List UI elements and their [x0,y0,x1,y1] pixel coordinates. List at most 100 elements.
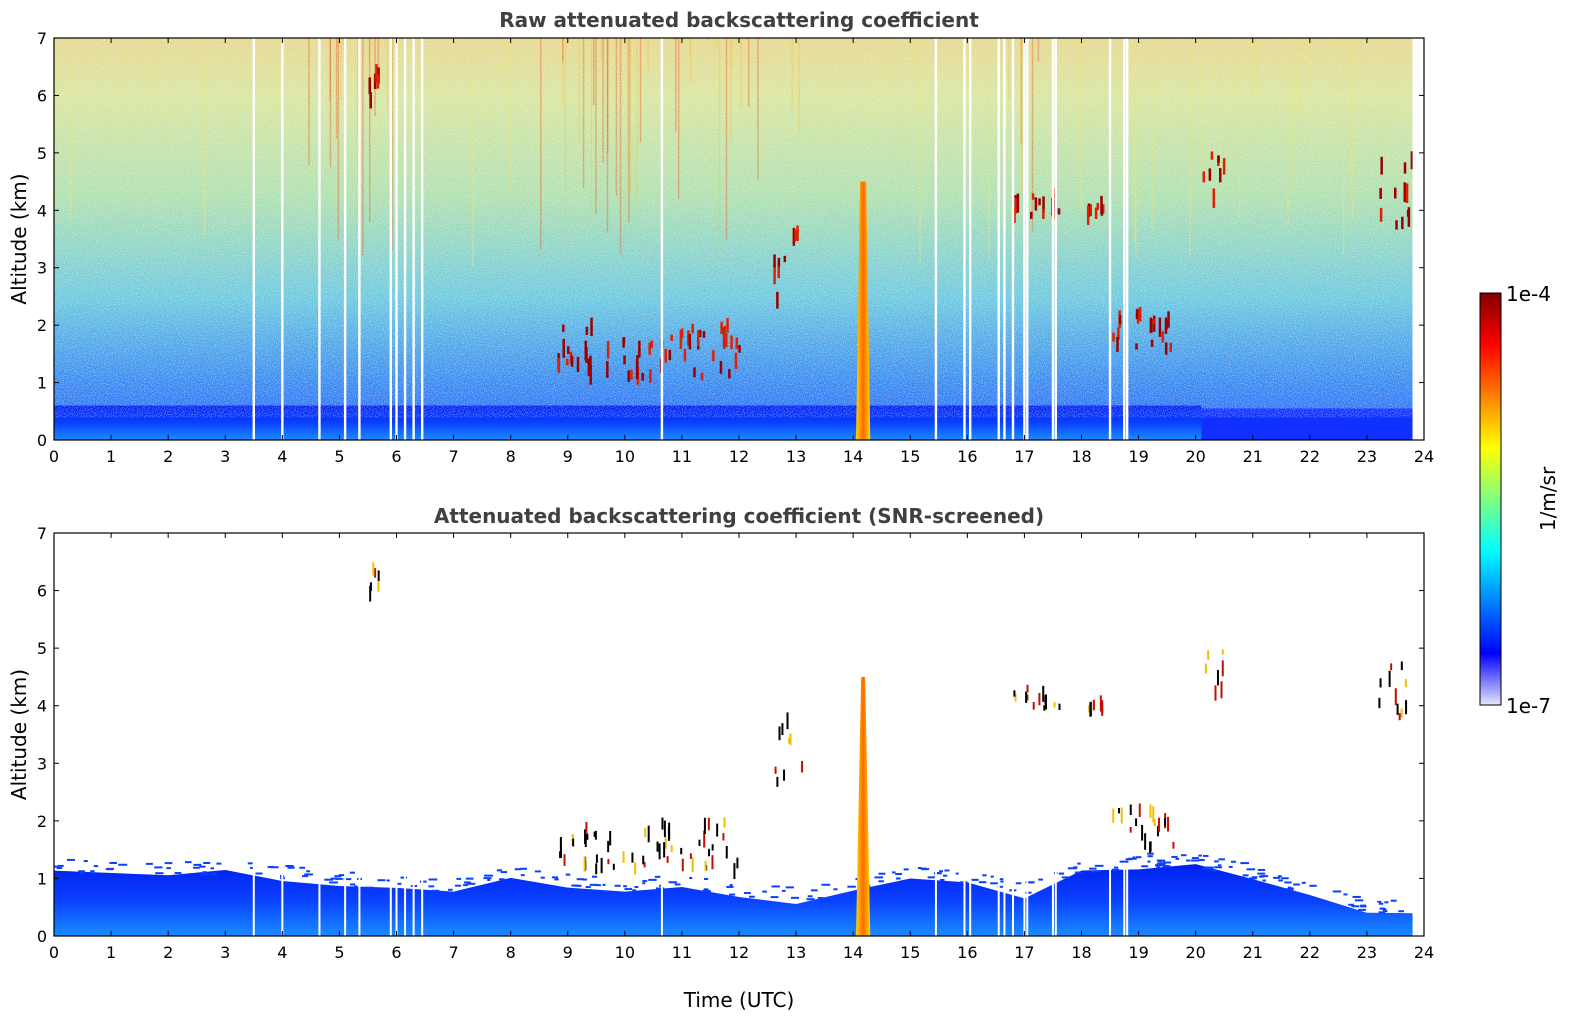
raw-cloud-echo [783,255,787,263]
screened-boundary-layer-fringe [203,862,211,865]
screened-x-tick-label: 14 [843,943,863,962]
screened-boundary-layer-fringe [1358,908,1366,911]
screened-data-gap [934,866,937,936]
raw-y-tick-label: 4 [37,201,47,220]
screened-cloud-echo [1221,649,1224,655]
screened-boundary-layer-fringe [1156,862,1165,865]
screened-boundary-layer-fringe [496,869,503,872]
screened-boundary-layer-fringe [498,878,505,881]
screened-data-gap [1109,866,1112,936]
screened-cloud-echo [1220,681,1223,699]
screened-y-tick-label: 0 [37,927,47,946]
screened-y-tick-label: 4 [37,697,47,716]
raw-cloud-echo [796,225,799,241]
raw-cloud-echo [1222,158,1226,175]
raw-cloud-echo [792,227,796,246]
screened-boundary-layer-fringe [1162,863,1166,866]
raw-cloud-echo [1217,155,1220,163]
raw-data-gap [1108,38,1112,440]
screened-cloud-echo [377,579,380,592]
screened-cloud-echo [661,817,664,830]
screened-cloud-echo [1167,816,1170,832]
screened-boundary-layer-fringe [354,885,358,888]
screened-boundary-layer-fringe [1180,854,1187,857]
screened-cloud-echo [658,843,661,860]
screened-boundary-layer-fringe [1262,879,1266,882]
screened-boundary-layer-fringe [1377,900,1382,903]
raw-data-gap [252,38,255,440]
screened-boundary-layer-fringe [1199,859,1205,862]
screened-backscatter-panel: Attenuated backscattering coefficient (S… [7,504,1434,1012]
screened-boundary-layer-fringe [520,874,525,877]
screened-boundary-layer-fringe [210,867,215,870]
screened-boundary-layer-fringe [655,887,665,890]
screened-cloud-echo [1038,692,1041,706]
colorbar-max-label: 1e-4 [1506,282,1551,306]
screened-boundary-layer-fringe [1119,860,1129,863]
screened-boundary-layer-fringe [942,874,948,877]
screened-boundary-layer-fringe [807,895,813,898]
screened-cloud-echo [374,568,377,578]
screened-cloud-echo [1394,688,1397,706]
raw-x-tick-label: 21 [1243,447,1263,466]
screened-boundary-layer-fringe [377,879,386,882]
screened-cloud-echo [1214,685,1217,701]
screened-cloud-echo [594,830,597,840]
raw-cloud-echo [1094,207,1098,220]
raw-data-gap [358,38,361,440]
screened-boundary-layer-fringe [785,886,794,889]
screened-boundary-layer-fringe [971,878,979,881]
screened-boundary-layer-fringe [990,875,994,878]
screened-boundary-layer-fringe [589,883,598,886]
screened-cloud-echo [1204,663,1207,674]
screened-x-tick-label: 11 [672,943,692,962]
screened-cloud-echo [607,840,610,853]
screened-boundary-layer-fringe [466,882,476,885]
raw-cloud-echo [728,369,731,379]
raw-data-gap [1023,38,1026,440]
raw-cloud-echo [664,348,667,363]
screened-cloud-echo [1396,703,1399,715]
raw-cloud-echo [691,323,694,334]
raw-cloud-echo [1380,156,1383,175]
screened-boundary-layer-fringe [78,870,85,873]
screened-boundary-layer-fringe [166,867,171,870]
screened-boundary-layer-fringe [329,881,338,884]
raw-cloud-echo [369,92,372,109]
raw-cloud-echo [1210,151,1214,160]
raw-x-tick-label: 3 [220,447,230,466]
screened-boundary-layer-fringe [1094,864,1104,867]
screened-boundary-layer-fringe [514,868,521,871]
screened-boundary-layer-fringe [1258,875,1265,878]
screened-boundary-layer-fringe [1301,881,1306,884]
screened-precipitation-shaft [856,676,871,936]
screened-cloud-echo [1405,700,1408,715]
screened-boundary-layer-fringe [338,874,346,877]
screened-boundary-layer-fringe [674,883,681,886]
raw-cloud-echo [1016,193,1020,213]
screened-boundary-layer-fringe [397,882,402,885]
screened-y-axis-label: Altitude (km) [7,669,31,800]
raw-cloud-echo [773,264,776,285]
screened-cloud-echo [1156,826,1159,837]
raw-cloud-echo [1219,168,1222,183]
screened-boundary-layer-fringe [648,878,657,881]
raw-cloud-echo [726,317,729,333]
screened-boundary-layer-fringe [1067,867,1077,870]
raw-cloud-echo [1096,202,1100,210]
raw-cloud-echo [649,369,652,383]
raw-cloud-echo [773,254,776,268]
raw-x-tick-label: 22 [1300,447,1320,466]
raw-cloud-echo [723,326,727,333]
screened-x-tick-label: 3 [220,943,230,962]
screened-boundary-layer-fringe [1094,870,1102,873]
raw-cloud-echo [376,74,380,89]
screened-boundary-layer-fringe [706,890,711,893]
screened-boundary-layer-fringe [934,872,940,875]
screened-cloud-echo [1378,697,1381,709]
screened-cloud-echo [1149,804,1152,819]
screened-boundary-layer-fringe [335,877,343,880]
screened-cloud-echo [680,847,683,855]
screened-boundary-layer-fringe [582,878,588,881]
screened-boundary-layer-fringe [1351,905,1360,908]
